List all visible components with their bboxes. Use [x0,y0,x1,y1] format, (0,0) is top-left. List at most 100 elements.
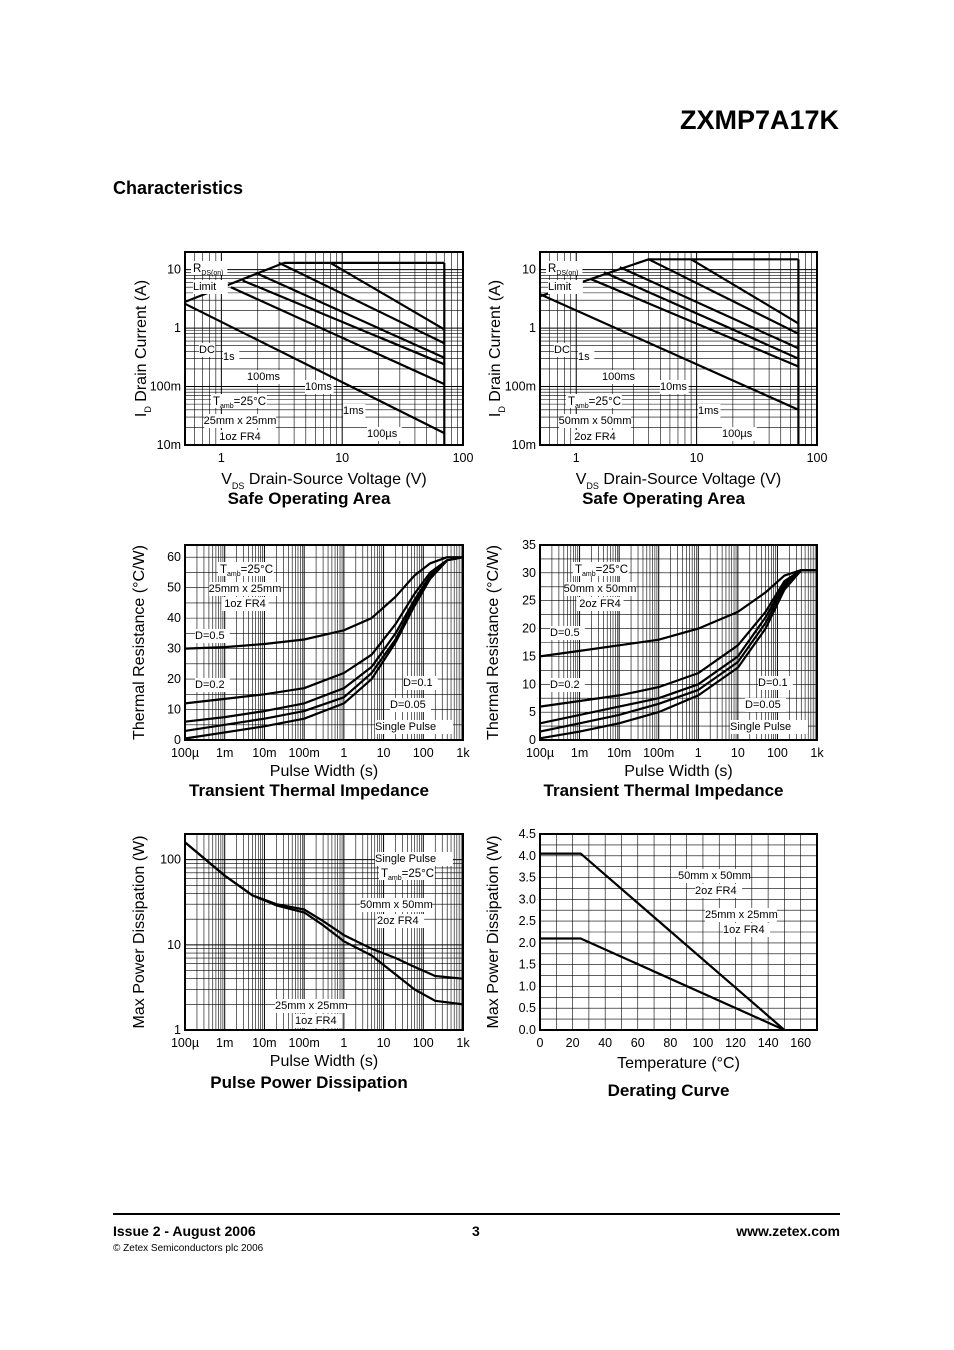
label-bg [247,370,282,384]
x-tick-label: 100µ [526,746,554,760]
series-line-2 [539,293,799,411]
x-tick-label: 100 [767,746,788,760]
series-line-5 [257,272,445,359]
series-label-d005: D=0.05 [390,699,426,711]
label-1ms: 1ms [698,405,719,417]
plot-frame [539,544,818,741]
y-tick-label: 2.0 [519,936,536,950]
y-tick-label: 100m [150,380,181,394]
board-size-label: 25mm x 25mm [204,415,277,427]
label-100ms: 100ms [602,371,636,383]
y-axis-label: ID Drain Current (A) [487,280,507,417]
label-10ms: 10ms [305,381,332,393]
series-label-single-pulse: Single Pulse [375,721,436,733]
x-tick-label: 100m [289,746,320,760]
series-line-5 [619,266,799,350]
series-label-50mm-copper: 2oz FR4 [377,915,419,927]
section-title: Characteristics [113,178,244,198]
series-label-d02: D=0.2 [195,679,225,691]
website-link[interactable]: www.zetex.com [736,1223,840,1239]
y-tick-label: 0.0 [519,1023,536,1037]
plot-frame [539,251,818,446]
label-bg [723,923,771,937]
series-line-3 [589,277,799,368]
y-tick-label: 10 [522,263,536,277]
chart-title: Pulse Power Dissipation [210,1073,407,1092]
x-tick-label: 100µ [171,1036,199,1050]
x-tick-label: 100 [693,1036,714,1050]
label-bg [695,884,743,898]
y-axis-label: Max Power Dissipation (W) [131,836,148,1029]
label-bg [578,350,595,364]
label-bg [550,678,585,692]
y-tick-label: 50 [167,581,181,595]
tamb-label: Tamb=25°C [381,868,434,882]
label-bg [722,427,757,441]
x-tick-label: 120 [725,1036,746,1050]
series-line-1 [184,556,463,650]
label-bg [199,343,216,357]
series-line-3 [230,286,445,386]
y-tick-label: 2.5 [519,914,536,928]
y-tick-label: 1.0 [519,979,536,993]
y-tick-label: 10 [522,677,536,691]
y-tick-label: 10m [157,438,181,452]
y-tick-label: 5 [529,705,536,719]
y-tick-label: 10 [167,938,181,952]
label-bg [546,261,583,275]
series-line-6 [648,258,799,335]
y-axis-label: Max Power Dissipation (W) [485,836,502,1029]
x-tick-label: 1k [456,746,470,760]
series-label-25mm: 25mm x 25mm [275,1000,348,1012]
x-tick-label: 160 [790,1036,811,1050]
grid [184,833,463,1031]
part-number: ZXMP7A17K [679,105,839,135]
label-1s: 1s [223,351,235,363]
label-bg [209,582,281,596]
chart-3: 100µ 1m 10m 100m 1 10 100 1k 0 10 20 30 40 50 60 Pulse … [131,544,470,800]
x-tick-label: 1m [571,746,588,760]
label-100us: 100µs [722,428,753,440]
single-pulse-label: Single Pulse [375,853,436,865]
chart-6: 0 20 40 60 80 100 120 140 160 0.0 0.5 1.0 1.5 2.0 2.5 3… [485,827,818,1100]
chart-title: Transient Thermal Impedance [189,781,429,800]
label-100us: 100µs [367,428,398,440]
series-label-d05: D=0.5 [195,630,225,642]
board-size-label: 50mm x 50mm [564,583,637,595]
y-tick-label: 60 [167,550,181,564]
series-label-50mm: 50mm x 50mm [360,899,433,911]
label-bg [403,676,438,690]
label-100ms: 100ms [247,371,281,383]
y-tick-label: 15 [522,649,536,663]
tamb-label: Tamb=25°C [220,564,273,578]
x-tick-label: 1k [810,746,824,760]
y-tick-label: 1.5 [519,958,536,972]
label-bg [377,914,425,928]
y-tick-label: 3.5 [519,871,536,885]
label-bg [678,869,750,883]
label-bg [375,720,453,734]
rdson-limit-label: Limit [548,281,571,293]
series-line-2 [184,841,464,1006]
x-axis-label: VDS Drain-Source Voltage (V) [221,471,427,491]
label-bg [275,999,347,1013]
label-bg [390,698,431,712]
label-bg [566,394,622,408]
y-tick-label: 10m [512,438,536,452]
y-axis-label: Thermal Resistance (°C/W) [131,545,148,740]
x-tick-label: 20 [566,1036,580,1050]
label-bg [548,280,583,294]
x-tick-label: 60 [631,1036,645,1050]
series-line-5 [184,556,464,740]
x-tick-label: 10m [252,1036,276,1050]
y-tick-label: 40 [167,611,181,625]
page-number: 3 [472,1223,480,1239]
y-axis-label: Thermal Resistance (°C/W) [485,545,502,740]
y-tick-label: 4.0 [519,849,536,863]
y-tick-label: 0.5 [519,1001,536,1015]
label-bg [576,597,624,611]
y-tick-label: 3.0 [519,892,536,906]
x-tick-label: 100 [807,451,828,465]
label-bg [379,866,435,880]
